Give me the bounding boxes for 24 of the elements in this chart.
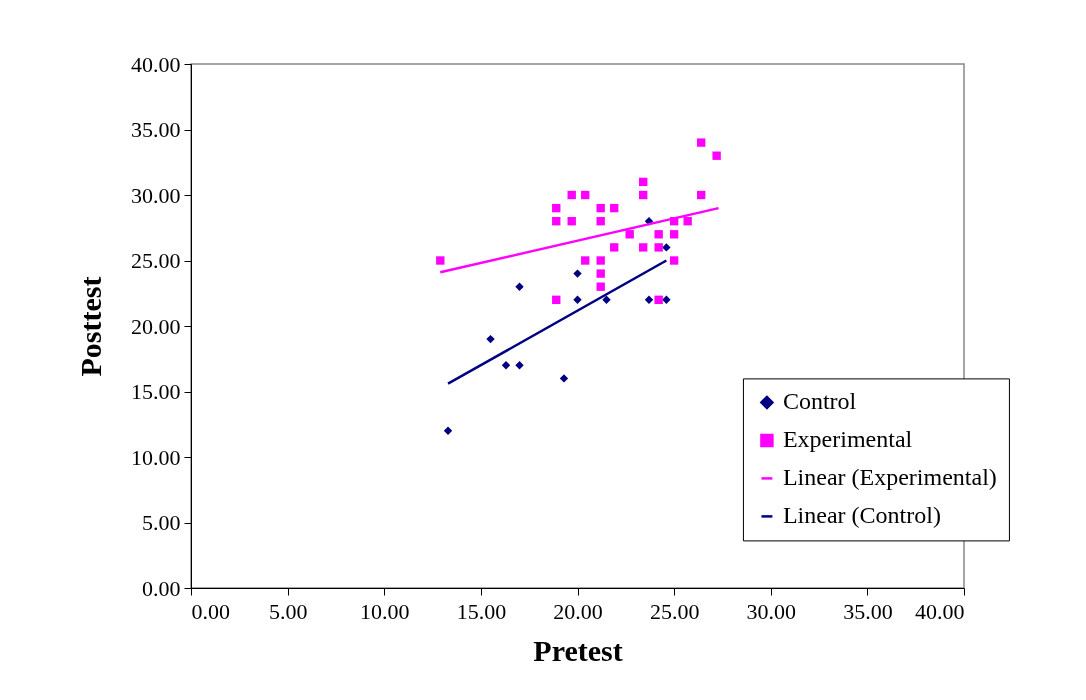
y-tick-label: 40.00	[131, 51, 181, 77]
y-tick-label: 30.00	[131, 182, 181, 208]
x-tick-label: 20.00	[553, 598, 603, 624]
y-tick-label: 15.00	[131, 379, 181, 404]
y-tick-label: 20.00	[131, 313, 181, 339]
y-tick-label: 10.00	[131, 444, 181, 470]
x-tick-label: 5.00	[268, 598, 308, 624]
y-tick-label: 5.00	[142, 510, 181, 535]
legend-label: Experimental	[782, 426, 913, 453]
y-tick-label: 0.00	[142, 575, 181, 601]
x-tick-label: 35.00	[843, 598, 893, 624]
x-tick-label: 30.00	[746, 598, 796, 624]
x-tick-label: 0.00	[191, 598, 230, 624]
x-tick-label: 10.00	[360, 598, 410, 624]
x-tick-label: 15.00	[456, 598, 507, 624]
y-tick-label: 35.00	[131, 117, 181, 142]
y-tick-label: 25.00	[131, 248, 181, 273]
y-axis-title: Posttest	[74, 276, 107, 377]
legend-label: Linear (Experimental)	[782, 464, 997, 491]
x-axis-title: Pretest	[533, 633, 623, 667]
legend-label: Linear (Control)	[782, 502, 941, 529]
x-tick-label: 40.00	[915, 598, 965, 624]
x-tick-label: 25.00	[649, 598, 700, 624]
legend-label: Control	[782, 388, 857, 415]
